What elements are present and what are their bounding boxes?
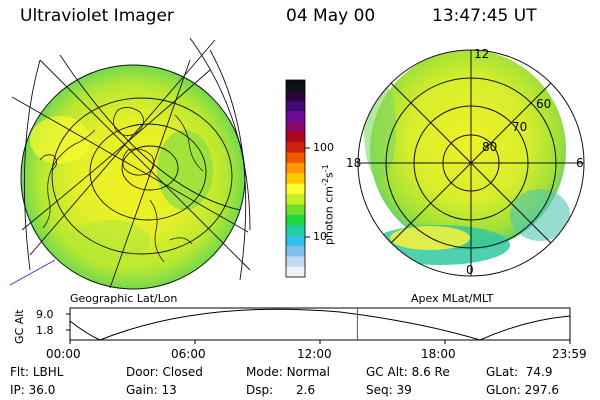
status-seq: Seq: 39 xyxy=(366,383,412,397)
mlat-label-70: 70 xyxy=(512,120,528,134)
mlat-label-60: 60 xyxy=(536,97,552,111)
timeline-xtick-0600: 06:00 xyxy=(171,347,206,361)
geographic-globe-image xyxy=(9,37,251,290)
timeline-ytick-max: 9.0 xyxy=(36,308,54,321)
colorbar-segment xyxy=(286,80,305,91)
colorbar-segment xyxy=(286,235,305,247)
status-filter: Flt: LBHL xyxy=(10,365,64,379)
status-ip: IP: 36.0 xyxy=(10,383,56,397)
colorbar-tick-10: 10 xyxy=(313,230,327,243)
status-glon: GLon: 297.6 xyxy=(486,383,559,397)
mlat-label-80: 80 xyxy=(482,140,498,154)
colorbar-segment xyxy=(286,225,305,237)
mlt-label-6: 6 xyxy=(576,156,584,170)
timeline-ylabel: GC Alt xyxy=(13,309,26,344)
timeline-xtick-1800: 18:00 xyxy=(421,347,456,361)
timeline-xtick-2359: 23:59 xyxy=(552,347,587,361)
instrument-title: Ultraviolet Imager xyxy=(20,6,174,26)
colorbar-segment xyxy=(286,183,305,195)
colorbar-segment xyxy=(286,245,305,257)
timeline-ytick-min: 1.8 xyxy=(36,324,54,337)
colorbar-segment xyxy=(286,194,305,206)
image-date: 04 May 00 xyxy=(286,6,376,26)
status-dsp: Dsp: 2.6 xyxy=(246,383,316,397)
status-gain: Gain: 13 xyxy=(126,383,177,397)
timeline-xtick-1200: 12:00 xyxy=(297,347,332,361)
colorbar-segment xyxy=(286,162,305,174)
geographic-panel-label: Geographic Lat/Lon xyxy=(70,292,178,305)
image-time: 13:47:45 UT xyxy=(432,6,537,26)
status-mode: Mode: Normal xyxy=(246,365,330,379)
colorbar-segment xyxy=(286,131,305,143)
intensity-colorbar xyxy=(286,80,305,278)
colorbar-segment xyxy=(286,256,305,268)
colorbar-segment xyxy=(286,100,305,112)
mlt-label-18: 18 xyxy=(346,156,362,170)
colorbar-segment xyxy=(286,121,305,133)
status-gc-alt: GC Alt: 8.6 Re xyxy=(366,365,450,379)
apex-panel-label: Apex MLat/MLT xyxy=(411,292,494,305)
colorbar-segment xyxy=(286,204,305,216)
mlt-label-0: 0 xyxy=(466,263,474,277)
colorbar-segment xyxy=(286,111,305,123)
colorbar-segment xyxy=(286,214,305,226)
colorbar-tick-100: 100 xyxy=(313,141,334,154)
apex-polar-image xyxy=(357,49,585,277)
colorbar-segment xyxy=(286,266,305,278)
mlt-label-12: 12 xyxy=(474,47,490,61)
colorbar-segment xyxy=(286,173,305,185)
colorbar-segment xyxy=(286,142,305,154)
colorbar-unit-label: photon cm-2s-1 xyxy=(321,164,336,245)
orbit-altitude-timeline xyxy=(66,307,571,344)
timeline-xtick-0000: 00:00 xyxy=(46,347,81,361)
colorbar-segment xyxy=(286,152,305,164)
colorbar-segment xyxy=(286,90,305,102)
status-glat: GLat: 74.9 xyxy=(486,365,553,379)
status-door: Door: Closed xyxy=(126,365,203,379)
